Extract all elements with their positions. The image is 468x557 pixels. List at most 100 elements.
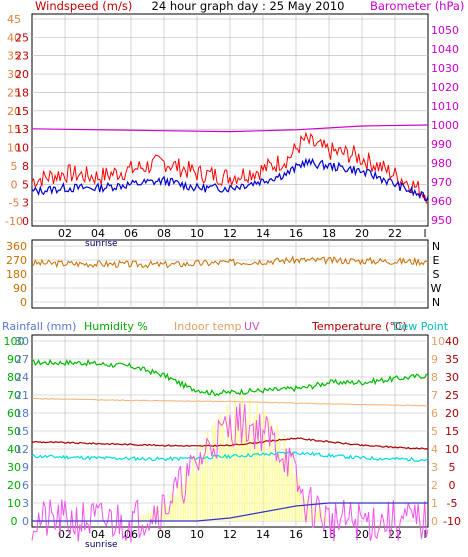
barometer-tick-label: 990 <box>431 138 452 151</box>
windspeed-tick-label: 20 <box>7 105 21 118</box>
x-tick-label: 08 <box>157 528 171 541</box>
rainfall-tick-label: 15 <box>15 425 29 438</box>
temperature-line <box>31 437 429 451</box>
uv-bar <box>229 419 231 521</box>
uv-bar <box>209 465 211 521</box>
x-tick-label: 04 <box>91 227 105 240</box>
uv-bar <box>276 425 278 521</box>
windspeed-inner-tick-label: 13 <box>15 123 29 136</box>
uv-bar <box>211 425 214 521</box>
uv-bar <box>187 478 189 521</box>
uv-bar <box>150 510 152 521</box>
uv-tick-label: 6 <box>431 407 438 420</box>
windspeed-inner-tick-label: 3 <box>22 197 29 210</box>
windspeed-inner-tick-label: 5 <box>22 178 29 191</box>
sunrise-label: sunrise <box>85 239 118 249</box>
windspeed-tick-label: 15 <box>7 123 21 136</box>
uv-tick-label: 9 <box>431 353 438 366</box>
barometer-tick-label: 1030 <box>431 62 459 75</box>
rainfall-tick-label: 21 <box>15 389 29 402</box>
uv-bar <box>244 428 246 521</box>
uv-bar <box>159 512 162 521</box>
windspeed-inner-tick-label: 10 <box>15 142 29 155</box>
uv-bar <box>182 485 184 521</box>
uv-bar <box>288 463 291 521</box>
humidity-tick-label: 40 <box>7 443 21 456</box>
uv-bar <box>273 460 276 521</box>
rainfall-tick-label: 24 <box>15 371 29 384</box>
uv-bar <box>192 456 194 521</box>
uv-bar <box>142 514 145 521</box>
uv-tick-label: 7 <box>431 389 438 402</box>
uv-bar <box>177 481 179 521</box>
uv-bar <box>221 420 224 521</box>
windspeed-tick-label: 35 <box>7 50 21 63</box>
temperature-tick-label: 0 <box>449 479 456 492</box>
uv-bar <box>224 447 226 521</box>
barometer-tick-label: 1020 <box>431 81 459 94</box>
uv-tick-label: 4 <box>431 443 438 456</box>
windspeed-axis-label: Windspeed (m/s) <box>35 0 132 13</box>
x-tick-label: 06 <box>124 227 138 240</box>
direction-tick-label: 180 <box>6 268 27 281</box>
uv-bar <box>162 504 164 521</box>
x-tick-label: 12 <box>223 227 237 240</box>
humidity-tick-label: 100 <box>4 335 25 348</box>
uv-bar <box>325 516 328 521</box>
direction-tick-label: 270 <box>6 254 27 267</box>
temperature-tick-label: 5 <box>449 461 456 474</box>
uv-bar <box>291 450 293 521</box>
compass-tick-label: W <box>431 282 442 295</box>
legend-indoor: Indoor temp <box>174 320 241 333</box>
uv-tick-label: 8 <box>431 371 438 384</box>
uv-bar <box>239 423 241 521</box>
humidity-tick-label: 30 <box>7 461 21 474</box>
uv-bar <box>226 405 229 521</box>
temperature-tick-label: 40 <box>445 335 459 348</box>
x-tick-label: 22 <box>388 227 402 240</box>
windspeed-tick-label: 30 <box>7 68 21 81</box>
windspeed-tick-label: 0 <box>11 178 18 191</box>
windspeed-inner-tick-label: 18 <box>15 86 29 99</box>
uv-bar <box>147 512 150 521</box>
windspeed-tick-label: 10 <box>7 142 21 155</box>
uv-bar <box>189 473 192 521</box>
x-tick-label: 18 <box>322 227 336 240</box>
humidity-tick-label: 20 <box>7 479 21 492</box>
uv-bar <box>241 393 244 521</box>
humidity-tick-label: 70 <box>7 389 21 402</box>
x-tick-label: 10 <box>190 528 204 541</box>
uv-tick-label: 3 <box>431 461 438 474</box>
temperature-tick-label: 30 <box>445 371 459 384</box>
uv-bar <box>179 485 182 521</box>
dew-point-line <box>31 451 429 462</box>
uv-bar <box>197 458 199 521</box>
x-tick-label: 04 <box>91 528 105 541</box>
x-tick-label: 18 <box>322 528 336 541</box>
legend-humidity: Humidity % <box>84 320 148 333</box>
uv-bar <box>214 422 216 521</box>
rainfall-tick-label: 12 <box>15 443 29 456</box>
uv-bar <box>266 459 268 521</box>
windspeed-inner-tick-label: 15 <box>15 105 29 118</box>
uv-bar <box>293 473 296 521</box>
barometer-tick-label: 1050 <box>431 24 459 37</box>
uv-bar <box>194 472 197 521</box>
uv-line <box>31 403 429 543</box>
legend-uv: UV <box>244 320 260 333</box>
x-tick-label: 08 <box>157 227 171 240</box>
uv-bar <box>323 516 325 521</box>
compass-tick-label: S <box>433 268 440 281</box>
rainfall-tick-label: 27 <box>15 353 29 366</box>
uv-bar <box>298 477 301 521</box>
x-tick-label: 16 <box>289 227 303 240</box>
uv-bar <box>249 398 251 521</box>
x-tick-label: 20 <box>355 528 369 541</box>
uv-bar <box>261 413 263 521</box>
temperature-tick-label: 15 <box>445 425 459 438</box>
uv-bar <box>169 493 172 521</box>
windspeed-tick-label: 45 <box>7 13 21 26</box>
uv-bar <box>271 424 273 521</box>
x-tick-end: l <box>423 227 426 240</box>
windspeed-line <box>31 131 429 204</box>
